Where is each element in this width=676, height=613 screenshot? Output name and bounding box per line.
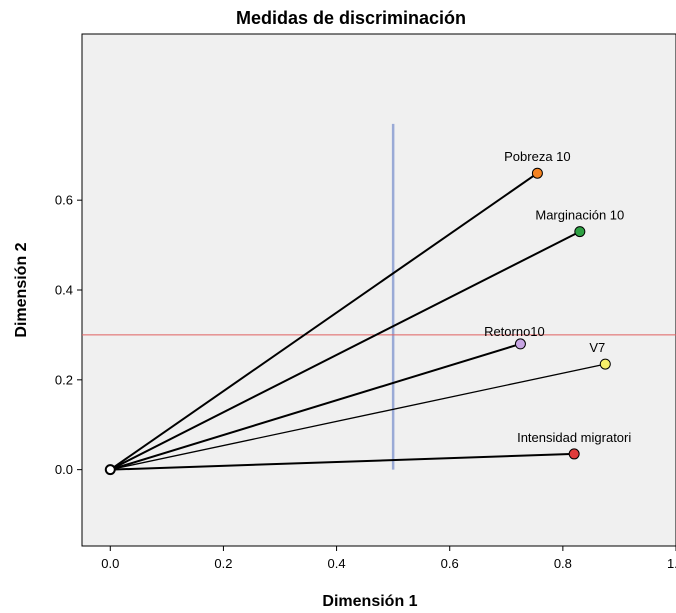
plot-area: [81, 33, 676, 547]
x-axis: 0.0 0.2 0.4 0.6 0.8 1.0: [101, 546, 676, 571]
y-axis-label: Dimensión 2: [13, 242, 30, 337]
y-tick-label: 0.4: [55, 283, 73, 298]
point-label-2: Retorno10: [484, 324, 545, 339]
vector-line-2: [109, 342, 521, 471]
data-points: Pobreza 10 Marginación 10 Retorno10 V7 Inten…: [484, 149, 631, 460]
vector-line-1: [109, 230, 581, 471]
data-point-3: [599, 358, 611, 370]
data-point-4: [568, 448, 580, 460]
origin: [104, 464, 116, 476]
x-tick-label: 0.0: [101, 556, 119, 571]
point-vectors: [109, 172, 606, 471]
x-tick-label: 0.6: [441, 556, 459, 571]
point-label-0: Pobreza 10: [504, 149, 571, 164]
y-tick-label: 0.2: [55, 372, 73, 387]
x-tick-label: 0.8: [554, 556, 572, 571]
vector-line-0: [109, 172, 538, 471]
data-point-2: [514, 338, 526, 350]
x-tick-label: 1.0: [667, 556, 676, 571]
origin-point: [104, 464, 116, 476]
data-point-0: [531, 167, 543, 179]
x-tick-label: 0.4: [328, 556, 346, 571]
point-label-1: Marginación 10: [535, 208, 624, 223]
y-tick-label: 0.6: [55, 193, 73, 208]
point-label-3: V7: [589, 340, 605, 355]
reference-lines: [82, 123, 676, 470]
x-axis-label: Dimensión 1: [322, 593, 417, 610]
data-point-1: [574, 226, 586, 238]
point-label-4: Intensidad migratori: [517, 430, 631, 445]
y-tick-label: 0.0: [55, 462, 73, 477]
x-tick-label: 0.2: [214, 556, 232, 571]
y-axis: 0.0 0.2 0.4 0.6: [55, 193, 82, 477]
vector-line-4: [110, 452, 575, 471]
chart-title: Medidas de discriminación: [236, 8, 466, 28]
vector-line-3: [110, 363, 606, 471]
